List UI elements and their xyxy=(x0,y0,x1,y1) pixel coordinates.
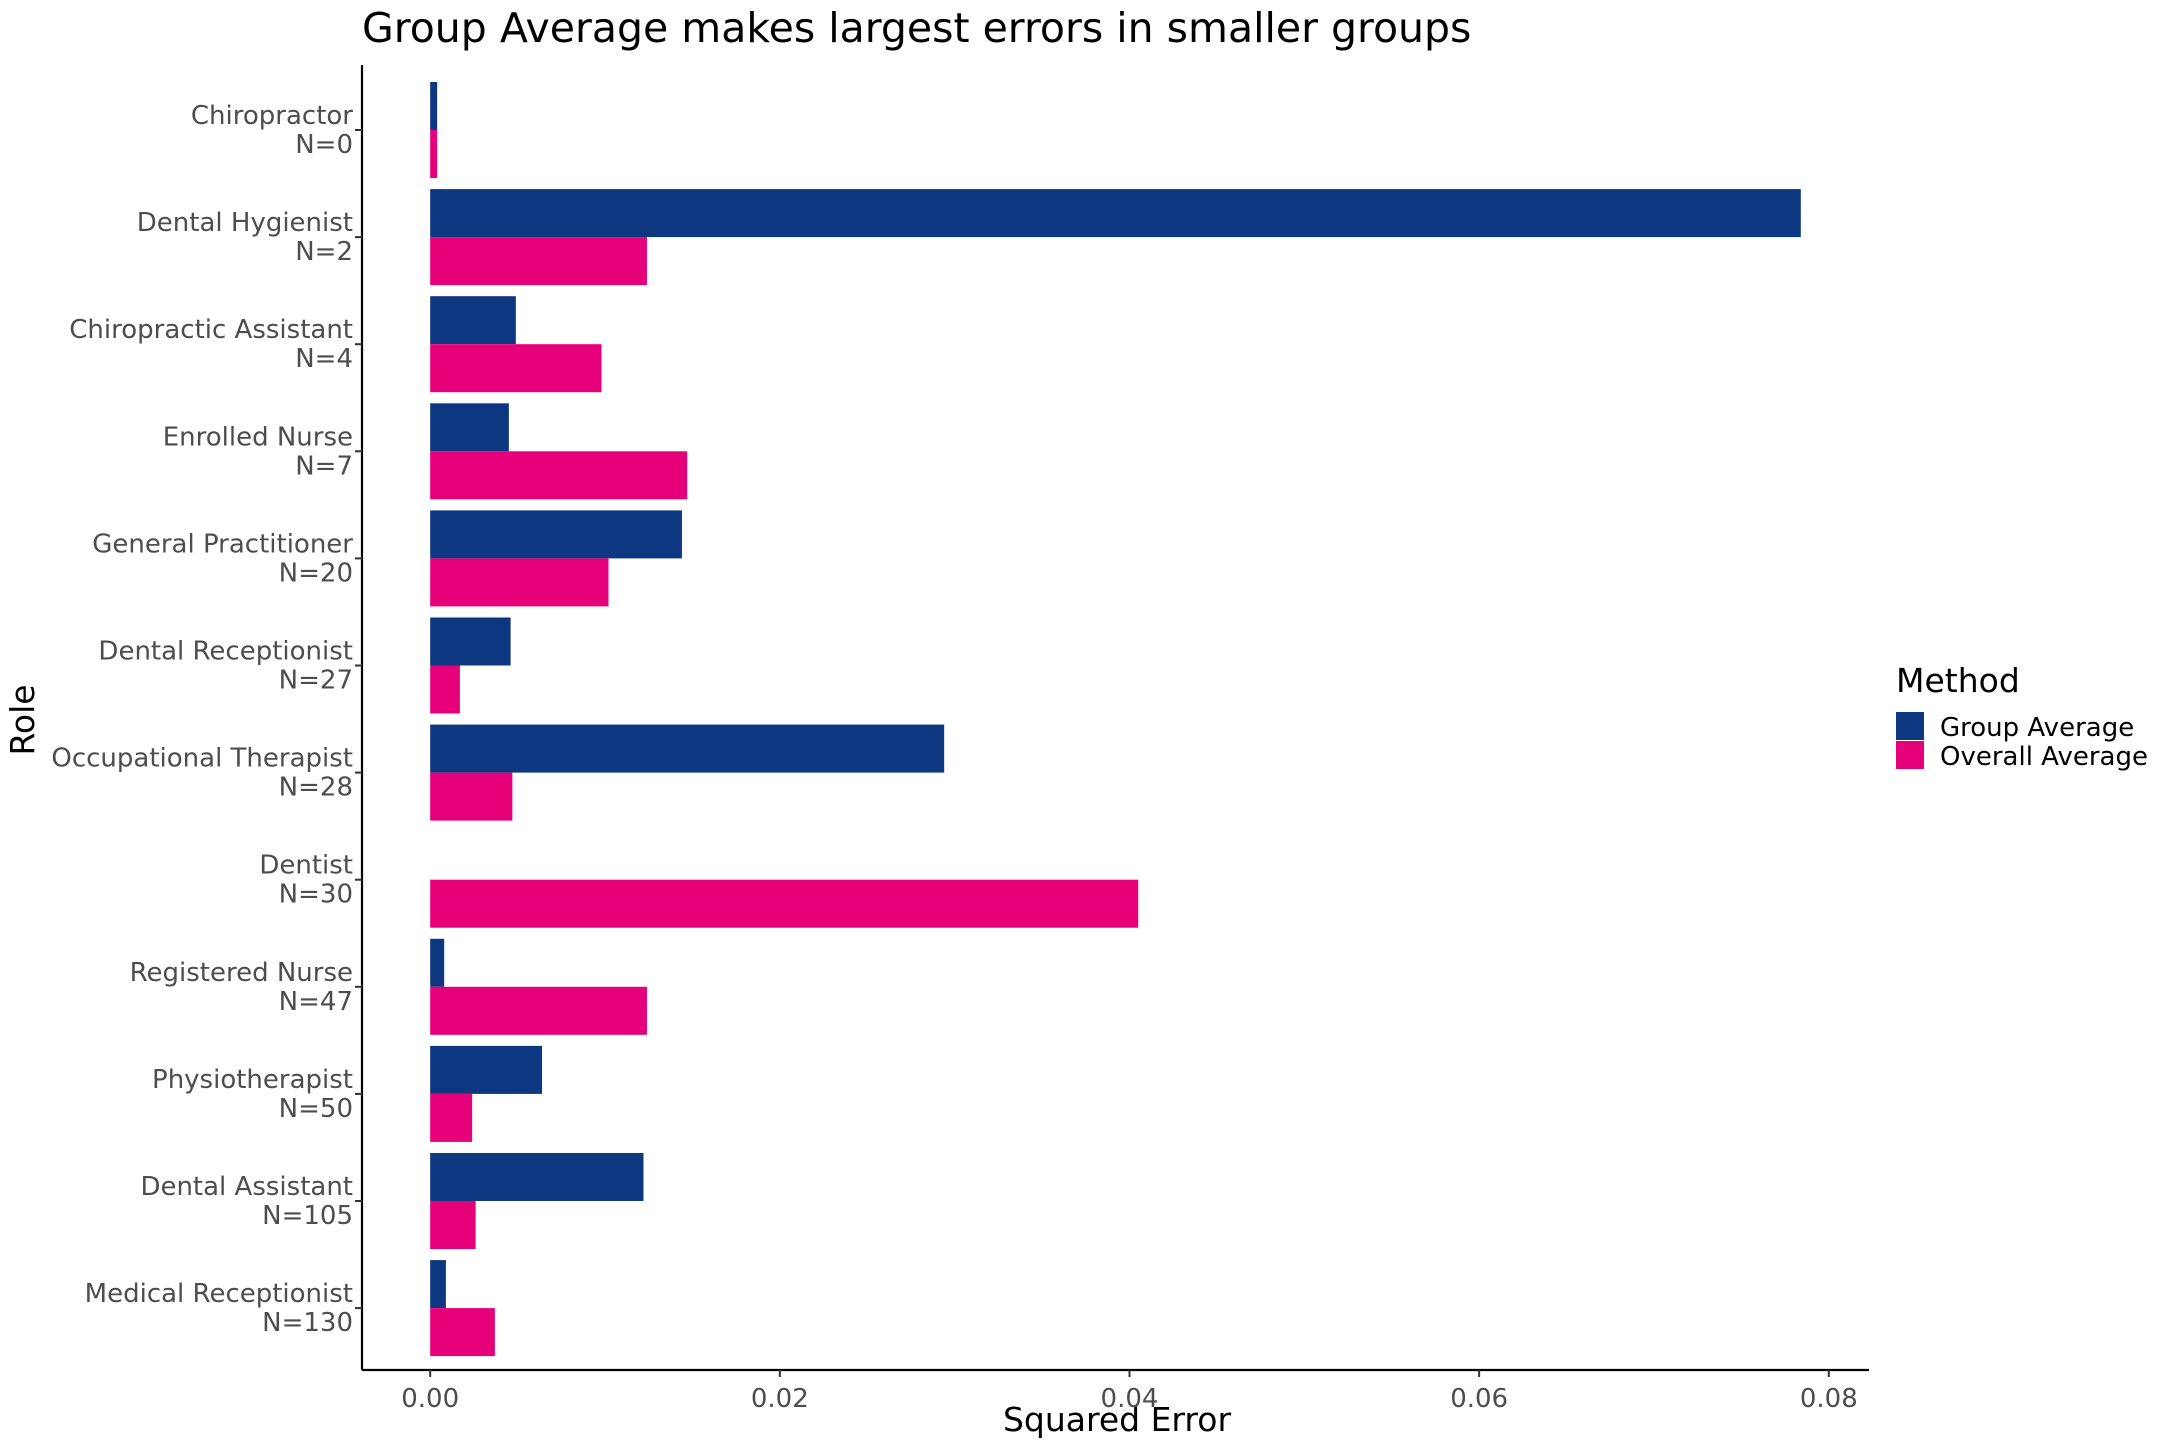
y-tick-label-count: N=27 xyxy=(279,666,353,696)
legend-title: Method xyxy=(1896,661,2020,700)
legend-label: Group Average xyxy=(1940,713,2134,743)
y-axis-title: Role xyxy=(3,684,42,755)
y-tick-label-role: Registered Nurse xyxy=(130,958,353,988)
legend-swatch xyxy=(1896,712,1924,740)
bar-group-average xyxy=(430,189,1801,238)
y-tick-label-role: Dental Hygienist xyxy=(137,208,353,238)
bar-overall-average xyxy=(430,451,688,500)
y-tick-label-count: N=30 xyxy=(279,880,353,910)
bars-layer xyxy=(430,82,1801,1357)
bar-group-average xyxy=(430,510,682,559)
y-tick-label-count: N=105 xyxy=(262,1201,353,1231)
bar-overall-average xyxy=(430,772,513,821)
bar-overall-average xyxy=(430,237,647,286)
bar-overall-average xyxy=(430,344,602,393)
bar-overall-average xyxy=(430,879,1139,928)
y-tick-label-role: Chiropractor xyxy=(191,101,353,131)
bar-overall-average xyxy=(430,1308,495,1357)
y-tick-label-role: Enrolled Nurse xyxy=(163,422,353,452)
x-tick-label: 0.08 xyxy=(1800,1384,1858,1414)
y-tick-label-role: Dentist xyxy=(259,851,353,881)
y-tick-label-role: General Practitioner xyxy=(92,529,353,559)
x-tick-label: 0.04 xyxy=(1101,1384,1159,1414)
bar-overall-average xyxy=(430,1093,473,1142)
y-tick-label-role: Dental Receptionist xyxy=(98,637,353,667)
x-axis-title: Squared Error xyxy=(1003,1400,1231,1439)
chart-title: Group Average makes largest errors in sm… xyxy=(362,4,1471,52)
bar-group-average xyxy=(430,938,445,987)
bar-overall-average xyxy=(430,665,460,714)
bar-group-average xyxy=(430,1153,644,1201)
legend-label: Overall Average xyxy=(1940,742,2148,772)
bar-overall-average xyxy=(430,1201,476,1249)
y-tick-label-count: N=47 xyxy=(279,987,353,1017)
y-tick-label-role: Physiotherapist xyxy=(152,1065,353,1095)
y-tick-label-count: N=20 xyxy=(279,558,353,588)
x-tick-label: 0.06 xyxy=(1450,1384,1508,1414)
y-tick-label-count: N=50 xyxy=(279,1094,353,1124)
y-tick-label-role: Medical Receptionist xyxy=(85,1279,353,1309)
bar-group-average xyxy=(430,1045,543,1094)
x-tick-label: 0.02 xyxy=(751,1384,809,1414)
y-tick-label-count: N=130 xyxy=(262,1308,353,1338)
bar-overall-average xyxy=(430,130,438,178)
bar-group-average xyxy=(430,724,945,773)
x-tick-label: 0.00 xyxy=(401,1384,459,1414)
bar-overall-average xyxy=(430,558,609,607)
x-ticks-layer: 0.00 0.02 0.04 0.06 0.08 xyxy=(401,1370,1858,1414)
y-tick-label-role: Dental Assistant xyxy=(140,1172,353,1202)
bar-group-average xyxy=(430,1260,446,1309)
bar-group-average xyxy=(430,403,509,452)
y-tick-label-count: N=0 xyxy=(295,130,353,160)
y-tick-label-role: Chiropractic Assistant xyxy=(69,315,353,345)
y-tick-label-count: N=2 xyxy=(295,237,353,267)
legend-swatch xyxy=(1896,741,1924,769)
bar-group-average xyxy=(430,82,438,130)
bar-group-average xyxy=(430,296,516,345)
y-tick-label-count: N=7 xyxy=(295,451,353,481)
y-tick-label-count: N=28 xyxy=(279,773,353,803)
bar-group-average xyxy=(430,617,511,666)
y-tick-label-role: Occupational Therapist xyxy=(51,744,353,774)
bar-overall-average xyxy=(430,986,647,1035)
y-tick-label-count: N=4 xyxy=(295,344,353,374)
